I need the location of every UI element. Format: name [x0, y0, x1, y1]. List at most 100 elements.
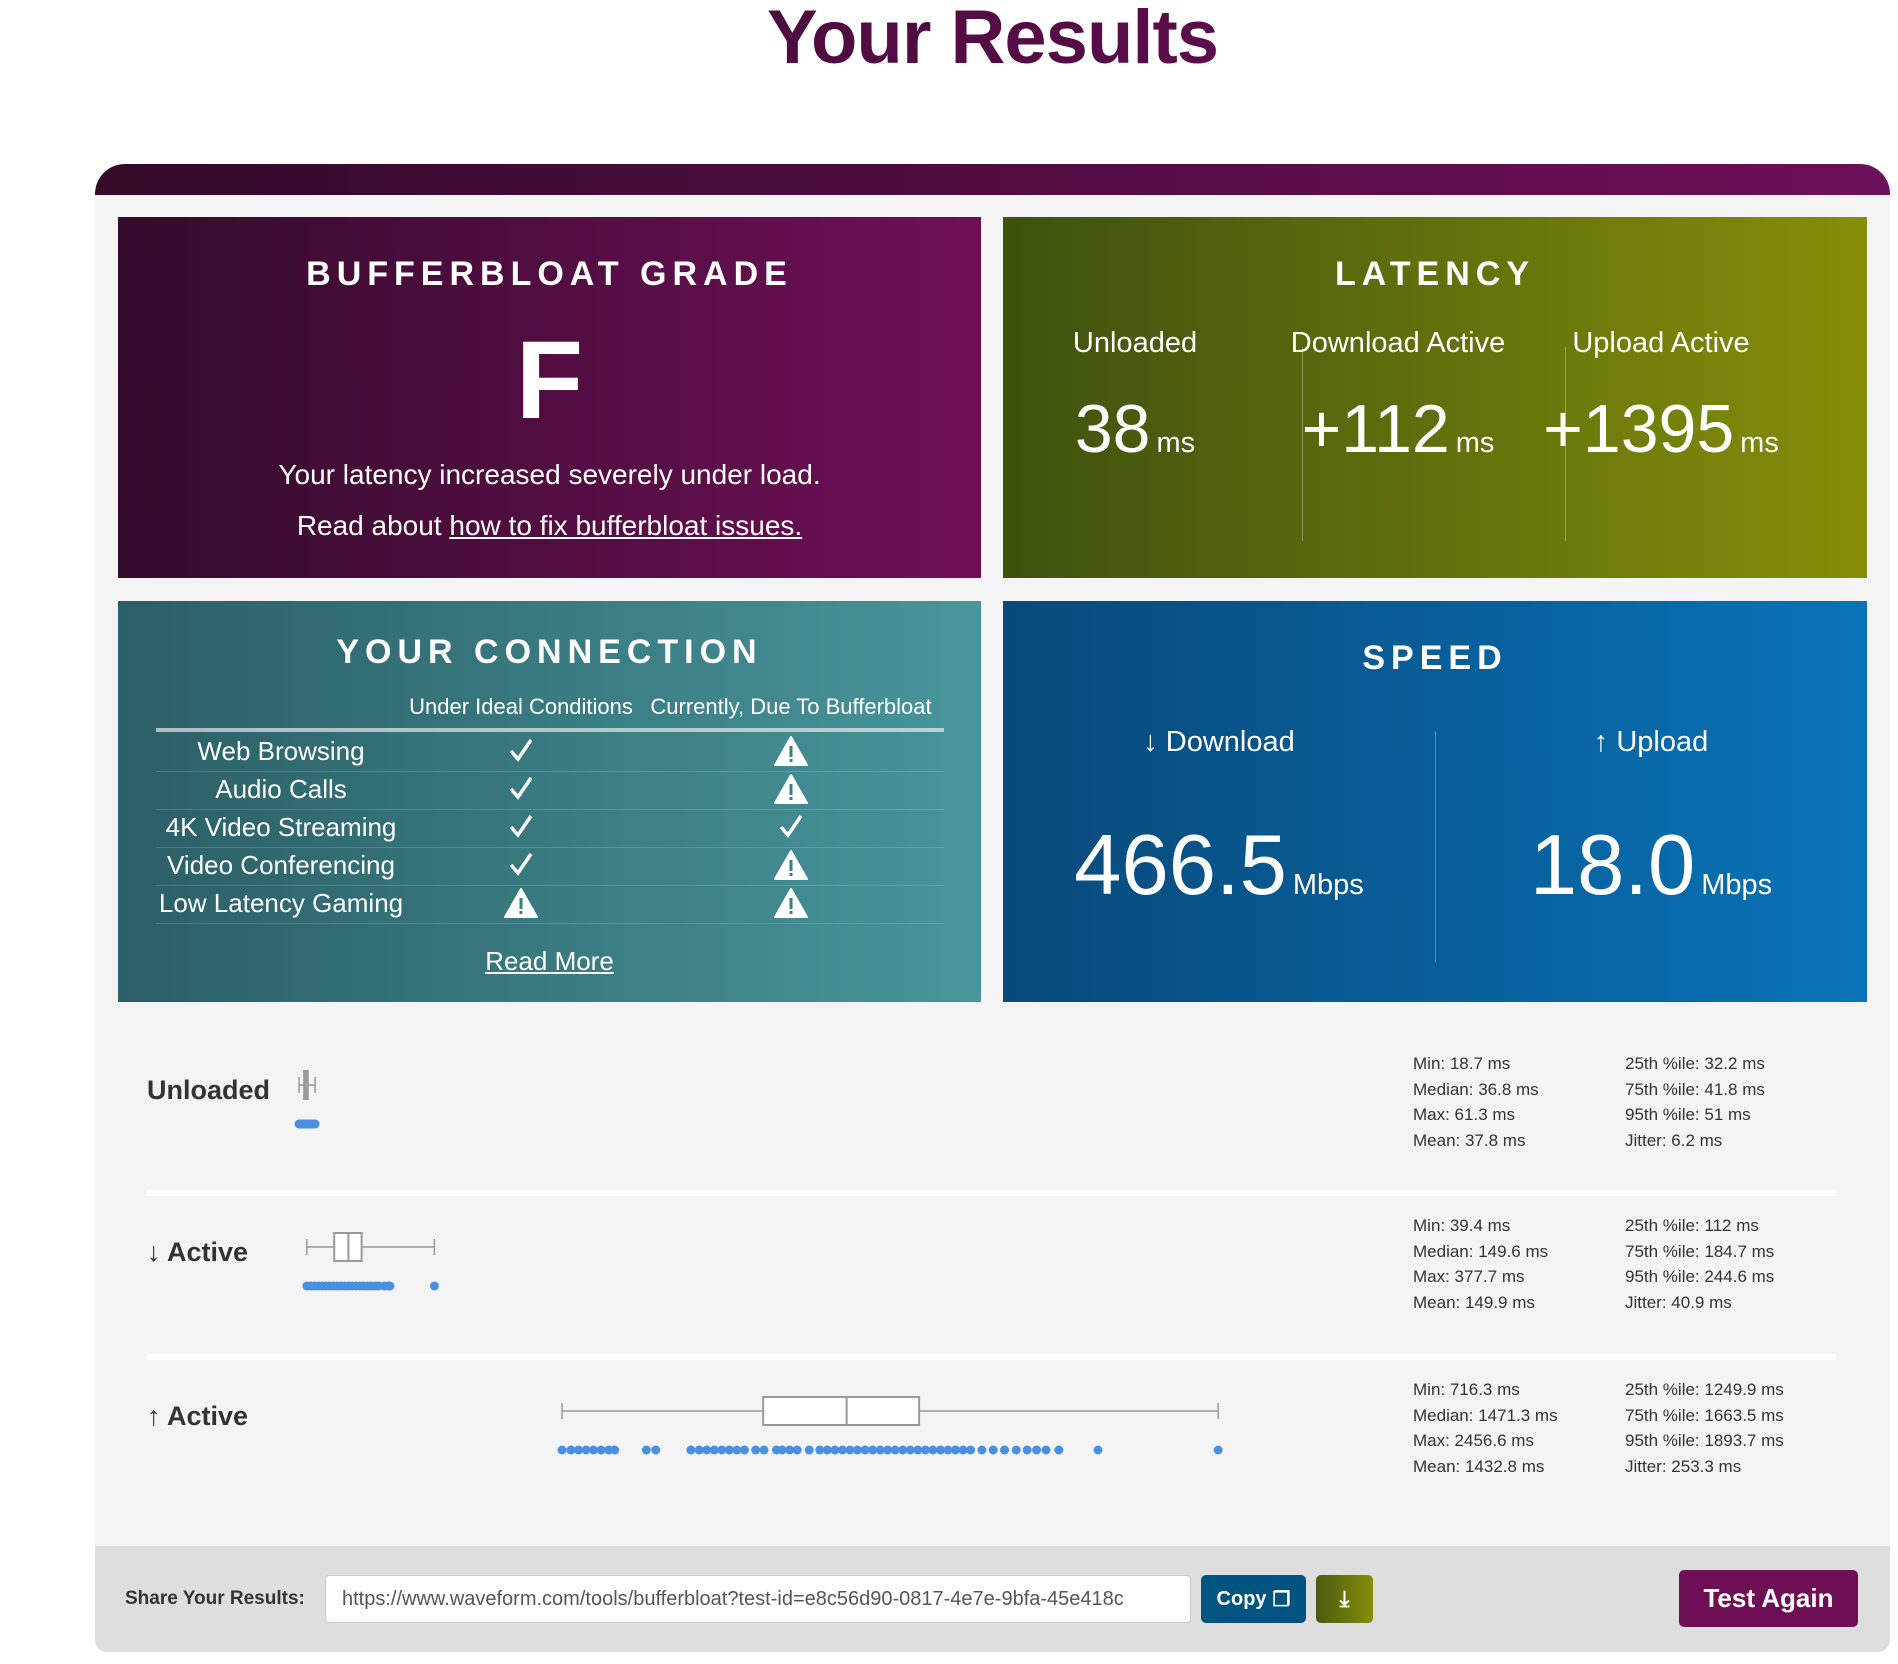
sample-dot [1011, 1445, 1021, 1455]
latency-download-active: Download Active +112 ms [1268, 327, 1528, 468]
sample-dot [596, 1445, 606, 1455]
stat-value: 75th %ile: 1663.5 ms [1625, 1405, 1784, 1425]
ideal-status-icon [501, 850, 541, 883]
current-status-icon [771, 774, 811, 809]
copy-label: Copy [1216, 1587, 1267, 1610]
row-separator [147, 1190, 1836, 1196]
fix-bufferbloat-link[interactable]: how to fix bufferbloat issues. [449, 510, 803, 541]
stat-value: 25th %ile: 32.2 ms [1625, 1054, 1765, 1073]
stat-value: Median: 149.6 ms [1413, 1241, 1549, 1261]
latency-panel: LATENCY Unloaded 38 ms Download Active +1… [1003, 217, 1867, 578]
latency-unit: ms [1455, 427, 1495, 459]
sample-dot [792, 1445, 802, 1455]
latency-value: +1395 ms [1531, 390, 1791, 468]
divider [1435, 731, 1436, 962]
results-card: BUFFERBLOAT GRADE F Your latency increas… [95, 164, 1890, 1652]
check-icon [509, 739, 533, 762]
sample-dot [905, 1445, 915, 1455]
share-footer: Share Your Results: Copy❐ ⤓ Test Again [95, 1546, 1890, 1652]
sample-dot [943, 1445, 953, 1455]
latency-number: +112 [1301, 391, 1450, 467]
current-status-icon [771, 812, 811, 845]
stat-value: 95th %ile: 244.6 ms [1625, 1267, 1775, 1286]
sample-dot [651, 1445, 661, 1455]
sample-dot [830, 1445, 840, 1455]
connection-row: Web Browsing [156, 734, 944, 772]
warning-icon [774, 774, 808, 804]
stat-value: Jitter: 6.2 ms [1625, 1130, 1723, 1150]
sample-dot [868, 1445, 878, 1455]
stat-value: Max: 2456.6 ms [1413, 1431, 1534, 1450]
divider [1302, 347, 1303, 541]
sample-dot [751, 1445, 761, 1455]
activity-name: Web Browsing [197, 736, 365, 766]
sample-dot [1000, 1445, 1010, 1455]
upload-value: 18.0 Mbps [1435, 817, 1867, 915]
sample-dot [759, 1445, 769, 1455]
box-plot [302, 1232, 439, 1291]
sample-dot [1041, 1445, 1051, 1455]
download-button[interactable]: ⤓ [1316, 1575, 1373, 1623]
stat-value: Max: 377.7 ms [1413, 1267, 1525, 1286]
upload-label: ↑ Upload [1593, 726, 1709, 758]
stat-value: Mean: 37.8 ms [1413, 1130, 1526, 1150]
sample-dot [1032, 1445, 1042, 1455]
warning-icon [774, 850, 808, 880]
current-status-icon [771, 850, 811, 885]
share-label: Share Your Results: [125, 1588, 305, 1609]
latency-upload-active: Upload Active +1395 ms [1531, 327, 1791, 468]
stat-value: Median: 1471.3 ms [1413, 1405, 1558, 1425]
row-label: Unloaded [147, 1075, 271, 1105]
connection-row: Low Latency Gaming [156, 886, 944, 924]
sample-dot [557, 1445, 567, 1455]
latency-number: +1395 [1543, 391, 1735, 467]
sample-dot [860, 1445, 870, 1455]
sample-dot [581, 1445, 591, 1455]
latency-title: LATENCY [1334, 255, 1536, 293]
speed-title: SPEED [1362, 639, 1508, 677]
share-url-input[interactable] [325, 1575, 1191, 1623]
grade-letter: F [515, 319, 584, 442]
sample-dot [837, 1445, 847, 1455]
sample-dot [1213, 1445, 1223, 1455]
warning-icon [774, 736, 808, 766]
warning-icon [774, 888, 808, 918]
sample-dot [966, 1445, 976, 1455]
copy-icon: ❐ [1272, 1588, 1291, 1611]
sample-dot [694, 1445, 704, 1455]
stat-value: Min: 39.4 ms [1413, 1216, 1511, 1235]
connection-row: 4K Video Streaming [156, 810, 944, 848]
connection-title: YOUR CONNECTION [336, 633, 763, 671]
row-separator [147, 1354, 1836, 1360]
sample-dot [804, 1445, 814, 1455]
download-label: ↓ Download [1143, 726, 1295, 758]
grade-help: Read about how to fix bufferbloat issues… [118, 510, 981, 542]
ideal-status-icon [501, 736, 541, 769]
stat-value: 25th %ile: 1249.9 ms [1625, 1380, 1784, 1399]
sample-dot [1022, 1445, 1032, 1455]
copy-button[interactable]: Copy ❐ [1201, 1575, 1306, 1623]
latency-label: Download Active [1290, 327, 1506, 359]
current-status-icon [771, 888, 811, 923]
latency-label: Unloaded [1072, 327, 1198, 359]
iqr-box [762, 1396, 921, 1426]
sample-dot [822, 1445, 832, 1455]
read-more-link[interactable]: Read More [485, 946, 614, 976]
test-again-button[interactable]: Test Again [1679, 1570, 1858, 1627]
latency-value: +112 ms [1268, 390, 1528, 468]
sample-dot [566, 1445, 576, 1455]
stat-value: 95th %ile: 51 ms [1625, 1105, 1751, 1124]
sample-dot [845, 1445, 855, 1455]
sample-dot [641, 1445, 651, 1455]
header-current: Currently, Due To Bufferbloat [650, 694, 932, 719]
stat-value: Median: 36.8 ms [1413, 1079, 1539, 1099]
your-connection-panel: YOUR CONNECTION Under Ideal Conditions C… [118, 601, 981, 1002]
download-value: 466.5 Mbps [1003, 817, 1435, 915]
sample-dot [732, 1445, 742, 1455]
header-rule [156, 728, 944, 732]
speed-upload: ↑ Upload 18.0 Mbps [1435, 726, 1867, 915]
activity-name: 4K Video Streaming [165, 812, 397, 842]
upload-unit: Mbps [1701, 869, 1773, 901]
card-top-bar [95, 164, 1890, 195]
sample-dot [709, 1445, 719, 1455]
